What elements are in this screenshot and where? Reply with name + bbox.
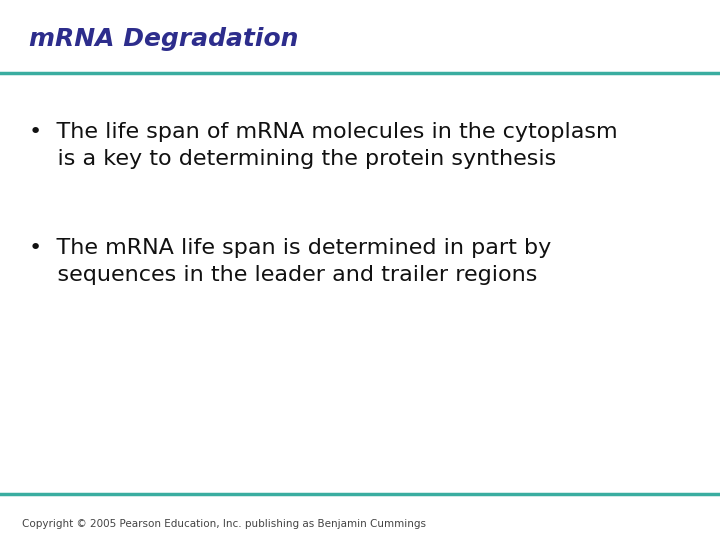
Text: •  The mRNA life span is determined in part by
    sequences in the leader and t: • The mRNA life span is determined in pa…	[29, 238, 551, 285]
Text: •  The life span of mRNA molecules in the cytoplasm
    is a key to determining : • The life span of mRNA molecules in the…	[29, 122, 618, 168]
Text: Copyright © 2005 Pearson Education, Inc. publishing as Benjamin Cummings: Copyright © 2005 Pearson Education, Inc.…	[22, 519, 426, 529]
Text: mRNA Degradation: mRNA Degradation	[29, 27, 298, 51]
